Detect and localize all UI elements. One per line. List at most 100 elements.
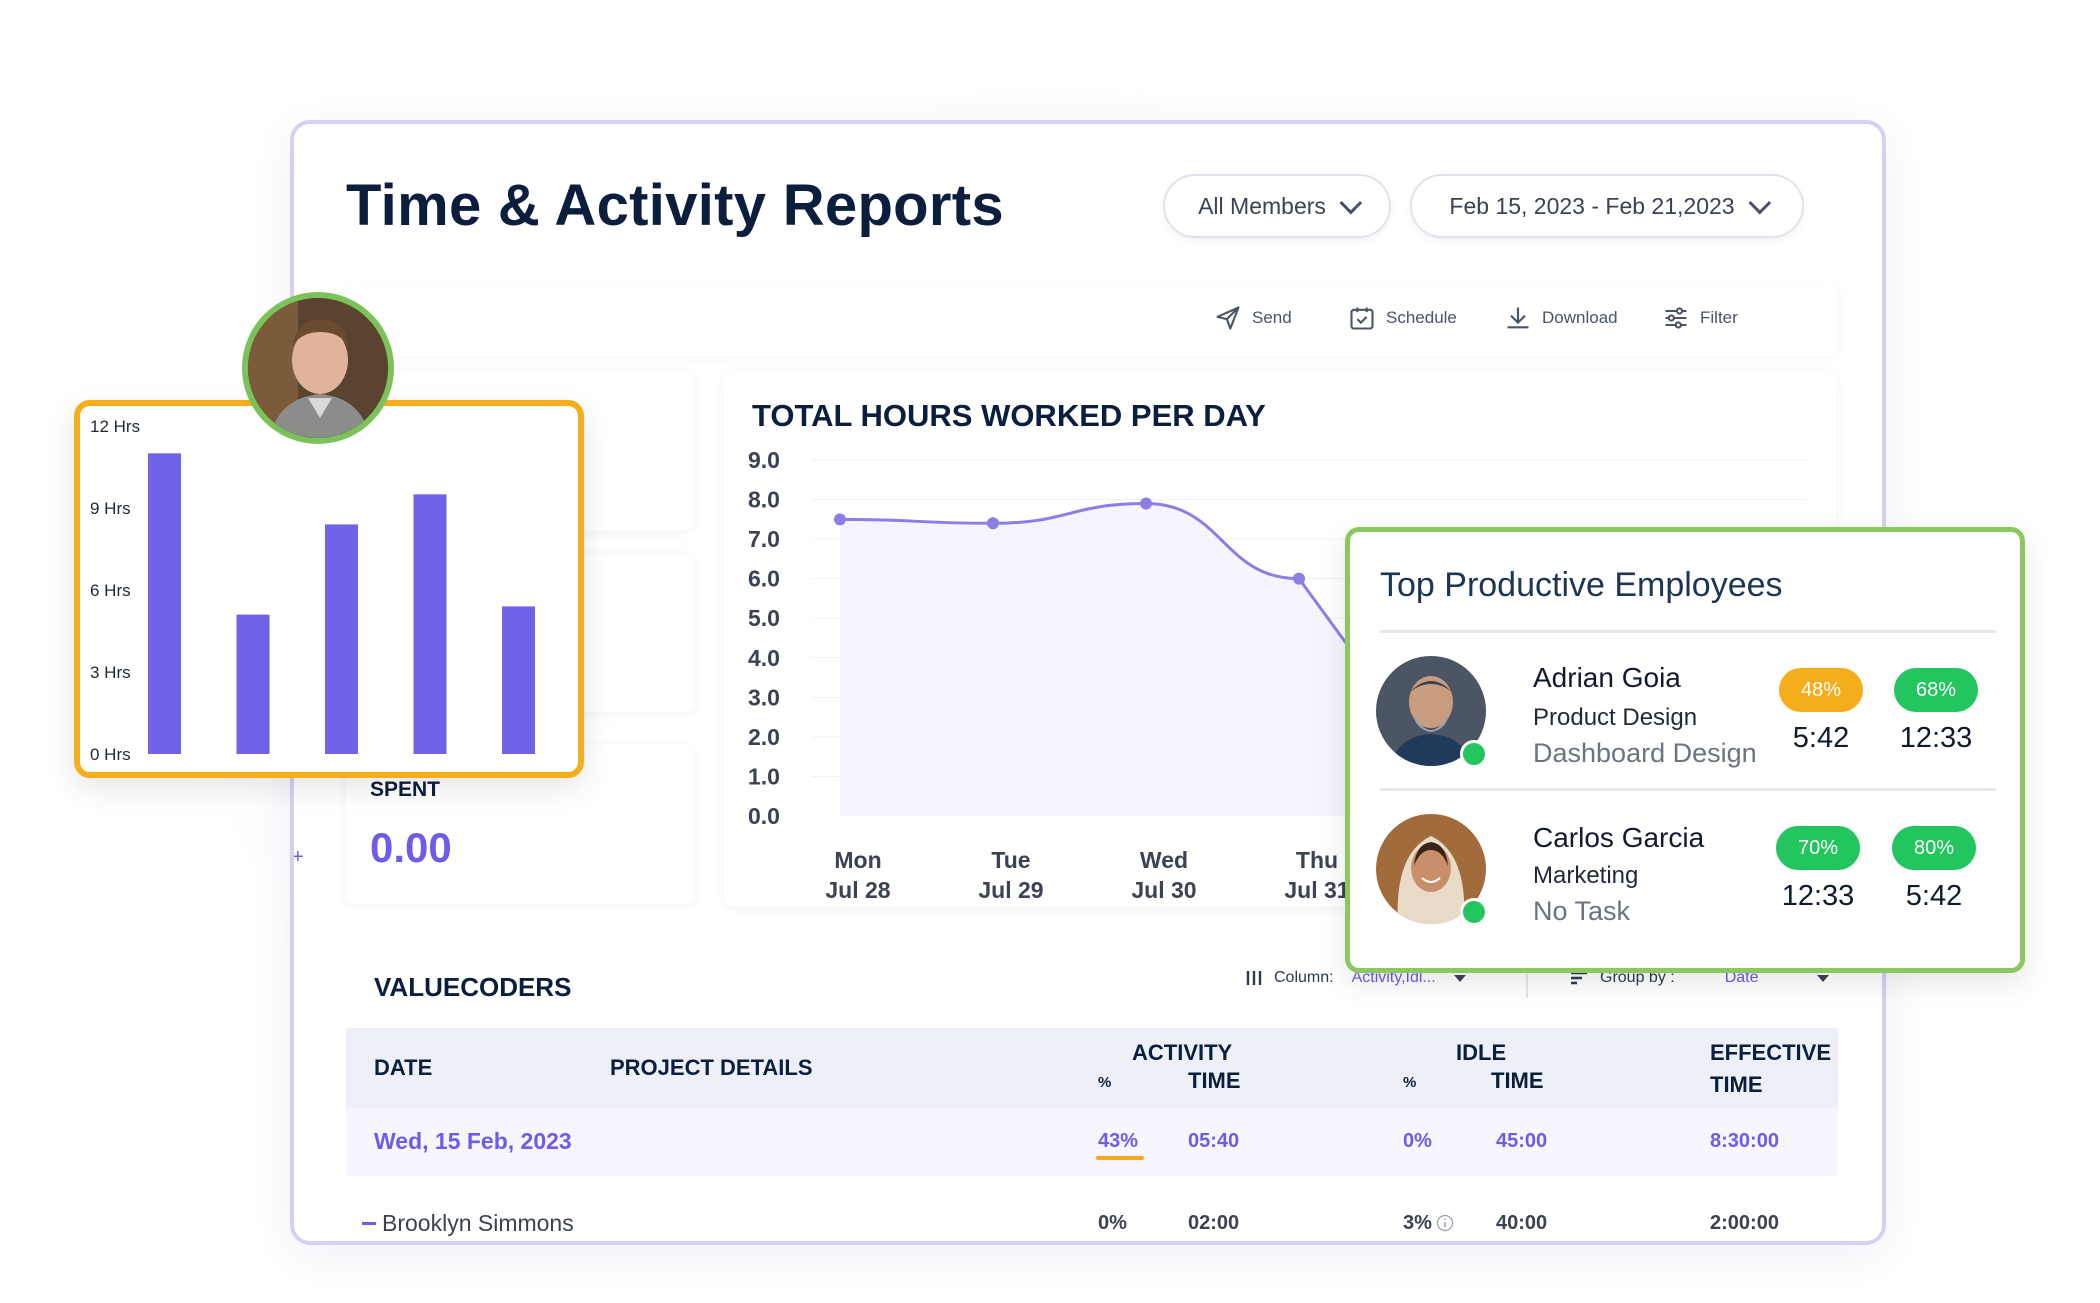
y-tick-label: 3.0	[748, 684, 780, 710]
report-table: VALUECODERS Column: Activity,Idl... Grou…	[346, 942, 1838, 1241]
caret-down-icon	[1453, 974, 1466, 982]
members-dropdown[interactable]: All Members	[1163, 174, 1391, 238]
x-tick-date: Jul 30	[1131, 877, 1196, 903]
download-icon	[1507, 307, 1529, 329]
date-range-dropdown[interactable]: Feb 15, 2023 - Feb 21,2023	[1410, 174, 1804, 238]
group-by-selector[interactable]: Group by : Date	[1568, 968, 1829, 988]
y-tick-label: 7.0	[748, 526, 780, 552]
data-point	[1140, 497, 1152, 510]
employee-task: Dashboard Design	[1533, 738, 1757, 768]
y-tick-label: 4.0	[748, 645, 780, 671]
row-activity-time: 05:40	[1188, 1130, 1240, 1152]
bar-chart-canvas: 12 Hrs 9 Hrs 6 Hrs 3 Hrs 0 Hrs	[90, 417, 535, 764]
employee-name: Carlos Garcia	[1533, 822, 1705, 853]
schedule-button[interactable]: Schedule	[1348, 304, 1457, 332]
info-icon[interactable]	[1436, 1214, 1454, 1232]
activity-underline	[1096, 1156, 1144, 1160]
y-tick-label: 9.0	[748, 447, 780, 473]
employee-department: Marketing	[1533, 862, 1639, 889]
bar	[413, 494, 447, 754]
y-tick-label: 6 Hrs	[90, 581, 131, 600]
page-title: Time & Activity Reports	[346, 173, 1004, 238]
y-tick-label: 5.0	[748, 605, 780, 631]
x-tick-day: Tue	[991, 847, 1030, 873]
row-date: Wed, 15 Feb, 2023	[374, 1128, 572, 1154]
send-button[interactable]: Send	[1214, 304, 1292, 332]
y-tick-label: 1.0	[748, 763, 780, 789]
bar	[236, 614, 270, 754]
report-toolbar: Send Schedule Download Filter	[346, 282, 1838, 356]
online-status-icon	[1460, 740, 1488, 768]
y-tick-label: 12 Hrs	[90, 417, 140, 436]
download-button[interactable]: Download	[1504, 304, 1618, 332]
person-photo-icon	[1376, 656, 1486, 766]
spent-value: 0.00	[370, 824, 452, 871]
send-label: Send	[1252, 308, 1292, 327]
members-dropdown-label: All Members	[1198, 192, 1326, 219]
employee-avatar	[1376, 814, 1486, 924]
download-label: Download	[1542, 308, 1618, 327]
filter-button[interactable]: Filter	[1662, 304, 1738, 332]
header-idle-pct: %	[1403, 1074, 1417, 1091]
employee-stat: 12:33	[1781, 880, 1855, 912]
bar	[502, 606, 535, 754]
date-range-label: Feb 15, 2023 - Feb 21,2023	[1449, 192, 1735, 219]
data-point	[1293, 572, 1305, 585]
row-effective: 2:00:00	[1710, 1212, 1779, 1234]
columns-icon	[1246, 971, 1262, 985]
column-label: Column:	[1274, 969, 1334, 986]
y-tick-label: 0.0	[748, 803, 780, 829]
y-tick-label: 9 Hrs	[90, 499, 131, 518]
header-idle-time: TIME	[1491, 1068, 1544, 1093]
data-point	[834, 513, 846, 526]
employee-avatar	[1376, 656, 1486, 766]
bar	[148, 453, 181, 754]
column-value: Activity,Idl...	[1351, 969, 1436, 986]
y-tick-label: 2.0	[748, 724, 780, 750]
control-divider	[1526, 964, 1528, 998]
x-tick-day: Mon	[834, 847, 881, 873]
row-activity-time: 02:00	[1188, 1212, 1240, 1234]
header-activity-pct: %	[1098, 1074, 1112, 1091]
productivity-badge: 68%	[1894, 668, 1978, 712]
filter-label: Filter	[1700, 308, 1738, 327]
y-tick-label: 3 Hrs	[90, 663, 131, 682]
row-activity-pct: 0%	[1098, 1212, 1127, 1234]
schedule-label: Schedule	[1386, 308, 1457, 327]
x-tick-day: Wed	[1140, 847, 1188, 873]
x-tick-date: Jul 28	[825, 877, 890, 903]
line-chart-canvas: 9.0 8.0 7.0 6.0 5.0 4.0 3.0 2.0 1.0 0.0 Mon Jul 28 T…	[748, 447, 1806, 903]
row-member-name: Brooklyn Simmons	[382, 1210, 574, 1236]
person-photo-icon	[248, 298, 388, 438]
y-tick-label: 8.0	[748, 487, 780, 513]
series-line	[839, 502, 1353, 651]
chevron-down-icon	[1748, 191, 1771, 215]
group-icon	[1571, 971, 1587, 985]
productivity-badge: 70%	[1776, 826, 1860, 870]
table-row-date[interactable]: Wed, 15 Feb, 2023 43% 05:40 0% 45:00 8:3…	[346, 1108, 1838, 1176]
top-employees-card: Top Productive Employees Adrian Goia Pro…	[1345, 527, 2025, 973]
row-effective: 8:30:00	[1710, 1130, 1779, 1152]
row-idle-pct: 0%	[1403, 1130, 1432, 1152]
column-selector[interactable]: Column: Activity,Idl...	[1244, 968, 1466, 988]
caret-down-icon	[1816, 974, 1829, 982]
collapse-icon[interactable]	[362, 1222, 376, 1225]
employee-name: Adrian Goia	[1533, 662, 1681, 693]
row-idle-time: 45:00	[1496, 1130, 1548, 1152]
productivity-badge: 80%	[1892, 826, 1976, 870]
data-point	[987, 517, 999, 530]
header-date: DATE	[374, 1055, 433, 1080]
table-title: VALUECODERS	[374, 972, 572, 1002]
avatar	[242, 292, 394, 444]
employee-stat: 12:33	[1899, 722, 1973, 754]
row-idle-time: 40:00	[1496, 1212, 1548, 1234]
employee-department: Product Design	[1533, 704, 1698, 731]
plus-icon: +	[292, 846, 304, 868]
line-area	[840, 503, 1351, 816]
header-effective: EFFECTIVE	[1710, 1040, 1832, 1065]
chevron-down-icon	[1339, 191, 1363, 215]
person-photo-icon	[1376, 814, 1486, 924]
divider	[1380, 630, 1996, 633]
employee-stat: 5:42	[1792, 722, 1850, 754]
table-row[interactable]: Brooklyn Simmons 0% 02:00 3% 40:00 2:00:…	[346, 1196, 1838, 1241]
